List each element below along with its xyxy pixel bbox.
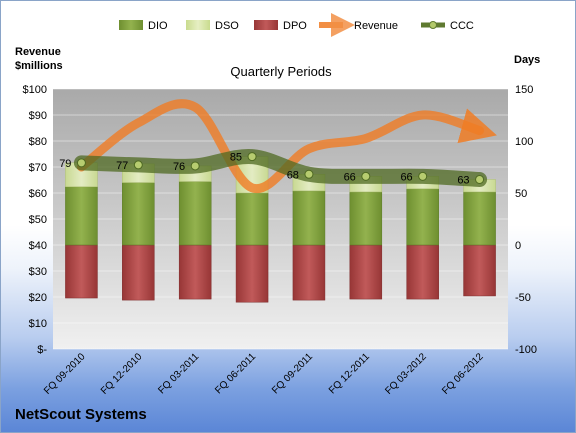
- legend-label-dso: DSO: [215, 20, 239, 32]
- left-tick-label: $80: [29, 136, 47, 148]
- dso-bar: [349, 191, 383, 246]
- right-axis-ticks: 150 100 50 0 -50 -100: [515, 84, 537, 356]
- ccc-point: [475, 174, 485, 184]
- right-tick-label: 50: [515, 188, 527, 200]
- revenue-line: [76, 99, 497, 194]
- x-tick-label: FQ 03-2011: [156, 351, 201, 396]
- dpo-bar: [122, 244, 155, 301]
- ccc-line: [73, 149, 488, 187]
- dso-bar: [463, 191, 496, 246]
- ccc-data-label: 76: [173, 161, 185, 173]
- left-tick-label: $60: [29, 188, 47, 200]
- right-tick-label: 150: [515, 84, 533, 96]
- ccc-data-label: 85: [230, 152, 242, 164]
- x-tick-label: FQ 03-2012: [383, 351, 429, 397]
- dpo-bar: [292, 244, 326, 301]
- revenue-layer: [76, 99, 497, 194]
- left-tick-label: $10: [29, 318, 47, 330]
- x-tick-label: FQ 12-2011: [327, 351, 372, 396]
- ccc-point: [304, 169, 314, 179]
- left-tick-label: $-: [37, 344, 47, 356]
- chart-title: Quarterly Periods: [230, 64, 332, 79]
- bars: [65, 156, 496, 303]
- dpo-bar: [65, 244, 98, 299]
- ccc-data-label: 63: [457, 174, 469, 186]
- dso-bar: [292, 190, 326, 246]
- left-tick-label: $100: [23, 84, 47, 96]
- legend: DIO DSO DPO Revenue CCC: [119, 13, 474, 37]
- left-tick-label: $20: [29, 292, 47, 304]
- right-tick-label: -50: [515, 292, 531, 304]
- legend-marker-ccc: [429, 21, 437, 29]
- legend-label-dpo: DPO: [283, 20, 307, 32]
- left-axis-ticks: $100 $90 $80 $70 $60 $50 $40 $30 $20 $10 $-: [23, 84, 48, 356]
- legend-label-dio: DIO: [148, 20, 168, 32]
- ccc-point: [418, 171, 428, 181]
- dpo-bar: [406, 244, 439, 300]
- right-axis-title: Days: [514, 54, 540, 66]
- ccc-data-label: 68: [287, 169, 299, 181]
- ccc-layer: 79 77 76 85 68 66 66 63: [59, 149, 488, 187]
- legend-swatch-dpo: [254, 20, 278, 30]
- dpo-bar: [235, 244, 269, 303]
- left-tick-label: $40: [29, 240, 47, 252]
- right-tick-label: 0: [515, 240, 521, 252]
- dso-bar: [122, 182, 155, 246]
- left-tick-label: $70: [29, 162, 47, 174]
- dso-bar: [235, 192, 269, 246]
- left-tick-label: $90: [29, 110, 47, 122]
- dpo-bar: [349, 244, 383, 300]
- x-tick-label: FQ 12-2010: [99, 351, 145, 397]
- right-tick-label: 100: [515, 136, 533, 148]
- ccc-data-label: 66: [400, 171, 412, 183]
- left-tick-label: $50: [29, 214, 47, 226]
- legend-swatch-dio: [119, 20, 143, 30]
- ccc-point: [190, 161, 200, 171]
- right-tick-label: -100: [515, 344, 537, 356]
- ccc-data-label: 77: [116, 160, 128, 172]
- x-tick-label: FQ 09-2010: [42, 351, 88, 397]
- x-tick-label: FQ 06-2012: [440, 351, 486, 397]
- legend-label-ccc: CCC: [450, 20, 474, 32]
- x-tick-label: FQ 09-2011: [270, 351, 315, 396]
- legend-swatch-dso: [186, 20, 210, 30]
- ccc-data-label: 79: [59, 158, 71, 170]
- legend-label-revenue: Revenue: [354, 20, 398, 32]
- ccc-point: [133, 160, 143, 170]
- dso-bar: [178, 181, 212, 246]
- x-tick-label: FQ 06-2011: [213, 351, 258, 396]
- left-tick-label: $30: [29, 266, 47, 278]
- dso-bar: [65, 186, 98, 246]
- left-axis-title-line1: Revenue: [15, 46, 61, 58]
- ccc-data-label: 66: [344, 171, 356, 183]
- ccc-point: [247, 152, 257, 162]
- ccc-point: [361, 171, 371, 181]
- company-name: NetScout Systems: [15, 406, 147, 423]
- x-axis-ticks: FQ 09-2010 FQ 12-2010 FQ 03-2011 FQ 06-2011…: [42, 351, 486, 397]
- dso-bar: [406, 188, 439, 246]
- dpo-bar: [178, 244, 212, 300]
- dpo-bar: [463, 244, 496, 297]
- left-axis-title-line2: $millions: [15, 60, 63, 72]
- ccc-point: [76, 158, 86, 168]
